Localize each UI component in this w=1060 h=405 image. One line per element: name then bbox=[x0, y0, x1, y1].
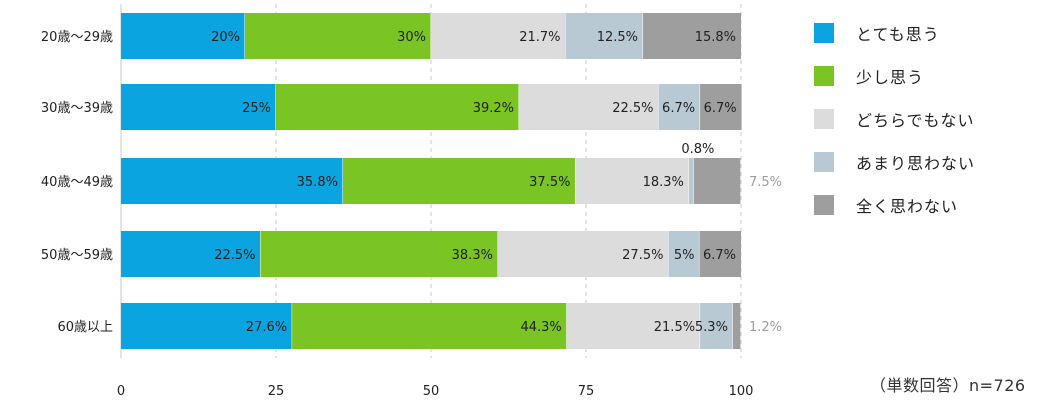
bar-segment bbox=[693, 158, 741, 204]
bar-segment bbox=[121, 13, 245, 59]
legend-label: どちらでもない bbox=[856, 110, 975, 130]
bar-segment bbox=[121, 231, 261, 277]
data-label: 27.5% bbox=[622, 248, 663, 263]
data-label: 6.7% bbox=[662, 101, 695, 116]
x-tick-label: 25 bbox=[268, 384, 285, 399]
bar-segment bbox=[643, 13, 741, 59]
bar-segment bbox=[732, 303, 741, 349]
data-label: 7.5% bbox=[749, 175, 782, 190]
x-tick-label: 0 bbox=[117, 384, 125, 399]
x-tick-label: 100 bbox=[729, 384, 754, 399]
legend-item: とても思う bbox=[814, 20, 975, 45]
legend: とても思う少し思うどちらでもない あまり思わない 全く思わない bbox=[814, 20, 975, 235]
bar-segment bbox=[688, 158, 694, 204]
legend-swatch bbox=[814, 22, 834, 43]
data-label: 0.8% bbox=[681, 142, 714, 157]
data-label: 6.7% bbox=[703, 248, 736, 263]
data-label: 5.3% bbox=[695, 320, 728, 335]
data-label: 1.2% bbox=[749, 320, 782, 335]
data-label: 39.2% bbox=[473, 101, 514, 116]
bar-segment bbox=[260, 231, 498, 277]
legend-label: あまり思わない bbox=[856, 153, 976, 173]
bar-segment bbox=[566, 303, 701, 349]
data-label: 25% bbox=[242, 101, 271, 116]
data-label: 44.3% bbox=[520, 320, 561, 335]
bar-segment bbox=[276, 84, 520, 130]
category-label: 20歳〜29歳 bbox=[41, 30, 113, 45]
data-label: 6.7% bbox=[704, 101, 737, 116]
data-label: 27.6% bbox=[246, 320, 287, 335]
legend-item: 全く思わない bbox=[814, 192, 975, 217]
legend-label: 少し思う bbox=[856, 67, 925, 87]
sample-size-note: （単数回答）n=726 bbox=[870, 376, 1026, 395]
legend-item: どちらでもない bbox=[814, 106, 975, 131]
data-label: 35.8% bbox=[297, 175, 338, 190]
category-label: 30歳〜39歳 bbox=[41, 101, 113, 116]
x-tick-label: 50 bbox=[423, 384, 440, 399]
legend-label: 全く思わない bbox=[856, 196, 959, 216]
bar-segment bbox=[342, 158, 576, 204]
bar-segment bbox=[497, 231, 669, 277]
bar-segment bbox=[658, 84, 701, 130]
bar-segment bbox=[245, 13, 431, 59]
category-label: 50歳〜59歳 bbox=[41, 248, 113, 263]
bar-segment bbox=[292, 303, 567, 349]
bar-segment bbox=[700, 84, 742, 130]
data-label: 37.5% bbox=[529, 175, 570, 190]
bar-segment bbox=[575, 158, 689, 204]
bar-segment bbox=[121, 303, 293, 349]
legend-label: とても思う bbox=[856, 24, 940, 44]
data-label: 30% bbox=[397, 30, 426, 45]
bar-segment bbox=[700, 303, 733, 349]
data-label: 15.8% bbox=[695, 30, 736, 45]
legend-swatch bbox=[814, 151, 834, 172]
bar-segment bbox=[121, 158, 343, 204]
data-label: 12.5% bbox=[597, 30, 638, 45]
x-tick-label: 75 bbox=[578, 384, 595, 399]
data-label: 18.3% bbox=[643, 175, 684, 190]
legend-swatch bbox=[814, 65, 834, 86]
legend-item: 少し思う bbox=[814, 63, 975, 88]
data-label: 22.5% bbox=[612, 101, 653, 116]
data-label: 38.3% bbox=[452, 248, 493, 263]
legend-item: あまり思わない bbox=[814, 149, 975, 174]
category-label: 40歳〜49歳 bbox=[41, 175, 113, 190]
data-label: 5% bbox=[674, 248, 695, 263]
category-label: 60歳以上 bbox=[57, 320, 113, 335]
data-label: 20% bbox=[211, 30, 240, 45]
data-label: 22.5% bbox=[214, 248, 255, 263]
bar-segment bbox=[121, 84, 276, 130]
bar-segment bbox=[565, 13, 644, 59]
bar-segment bbox=[699, 231, 741, 277]
data-label: 21.7% bbox=[519, 30, 560, 45]
data-label: 21.5% bbox=[654, 320, 695, 335]
legend-swatch bbox=[814, 108, 834, 129]
bar-segment bbox=[668, 231, 700, 277]
bar-segment bbox=[519, 84, 659, 130]
bar-segment bbox=[431, 13, 566, 59]
legend-swatch bbox=[814, 194, 834, 215]
